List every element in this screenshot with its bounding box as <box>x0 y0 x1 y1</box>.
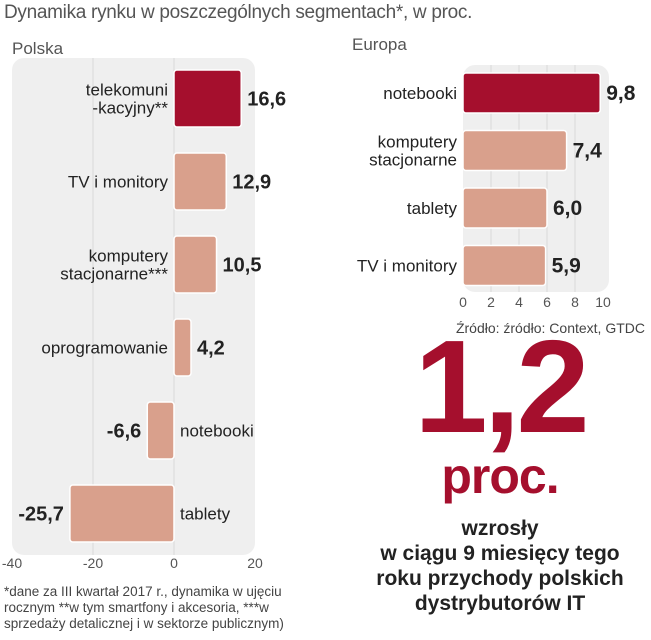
tick-label: 4 <box>515 294 523 310</box>
panel-title: Polska <box>12 39 64 58</box>
category-label-line: tablety <box>180 505 231 524</box>
category-label: komputery stacjonarne*** <box>60 247 168 284</box>
highlight-line: roku przychody polskich <box>376 567 624 590</box>
category-label: TV i monitory <box>68 173 169 192</box>
bar <box>462 244 547 287</box>
bar <box>146 401 175 460</box>
bar <box>462 72 601 114</box>
category-label: tablety <box>180 505 231 524</box>
plot-background <box>463 65 609 292</box>
tick-label: 2 <box>487 294 495 310</box>
source-note: Źródło: źródło: Context, GTDC <box>456 320 645 336</box>
highlight-number: 1,2 <box>414 313 590 460</box>
category-label-line: notebooki <box>383 84 457 103</box>
highlight-unit: proc. <box>441 448 559 504</box>
value-label: 16,6 <box>247 89 286 111</box>
category-label: oprogramowanie <box>41 339 168 358</box>
category-label: TV i monitory <box>357 257 458 276</box>
tick-label: -40 <box>2 555 22 571</box>
tick-label: 10 <box>595 294 611 310</box>
category-label-line: stacjonarne <box>369 151 457 170</box>
bar <box>462 129 568 172</box>
tick-label: 20 <box>247 555 263 571</box>
tick-label: 6 <box>543 294 551 310</box>
category-label-line: telekomuni <box>86 81 168 100</box>
value-label: 4,2 <box>197 338 225 360</box>
tick-label: 0 <box>170 555 178 571</box>
bar <box>173 318 192 377</box>
value-label: 6,0 <box>553 197 582 220</box>
bar <box>462 187 548 229</box>
value-label: 9,8 <box>606 82 636 105</box>
footnote-line: sprzedaży detalicznej i w sektorze publi… <box>4 616 284 631</box>
tick-label: -20 <box>83 555 103 571</box>
category-label: telekomuni -kacyjny** <box>86 81 169 118</box>
category-label-line: TV i monitory <box>357 257 458 276</box>
value-label: 7,4 <box>573 140 603 163</box>
category-label: tablety <box>407 199 458 218</box>
category-label-line: TV i monitory <box>68 173 169 192</box>
footnote: *dane za III kwartał 2017 r., dynamika w… <box>4 584 284 632</box>
category-label: notebooki <box>180 422 254 441</box>
tick-label: 0 <box>459 294 467 310</box>
footnote-line: rocznym **w tym smartfony i akcesoria, *… <box>4 600 269 615</box>
category-label: notebooki <box>383 84 457 103</box>
category-label-line: komputery <box>378 133 458 152</box>
bar <box>173 69 242 128</box>
category-label-line: oprogramowanie <box>41 339 168 358</box>
highlight-line: wzrosły <box>461 517 539 540</box>
category-label-line: notebooki <box>180 422 254 441</box>
chart-title: Dynamika rynku w poszczególnych segmenta… <box>4 2 473 23</box>
value-label: 5,9 <box>552 255 581 278</box>
highlight-text: wzrosły w ciągu 9 miesięcy tego roku prz… <box>350 516 650 616</box>
bar <box>173 235 218 294</box>
category-label-line: komputery <box>89 247 169 266</box>
panel-title: Europa <box>352 35 407 54</box>
category-label-line: -kacyjny** <box>92 99 168 118</box>
value-label: 10,5 <box>223 255 262 277</box>
value-label: -6,6 <box>107 421 141 443</box>
category-label: komputery stacjonarne <box>369 133 457 170</box>
plot-background <box>12 58 255 555</box>
value-label: 12,9 <box>232 172 271 194</box>
highlight-line: w ciągu 9 miesięcy tego <box>380 542 620 565</box>
footnote-line: *dane za III kwartał 2017 r., dynamika w… <box>4 584 282 599</box>
category-label-line: tablety <box>407 199 458 218</box>
tick-label: 8 <box>571 294 579 310</box>
bar <box>173 152 227 211</box>
bar <box>69 484 175 543</box>
highlight-line: dystrybutorów IT <box>414 592 586 615</box>
category-label-line: stacjonarne*** <box>60 265 168 284</box>
value-label: -25,7 <box>18 504 64 526</box>
